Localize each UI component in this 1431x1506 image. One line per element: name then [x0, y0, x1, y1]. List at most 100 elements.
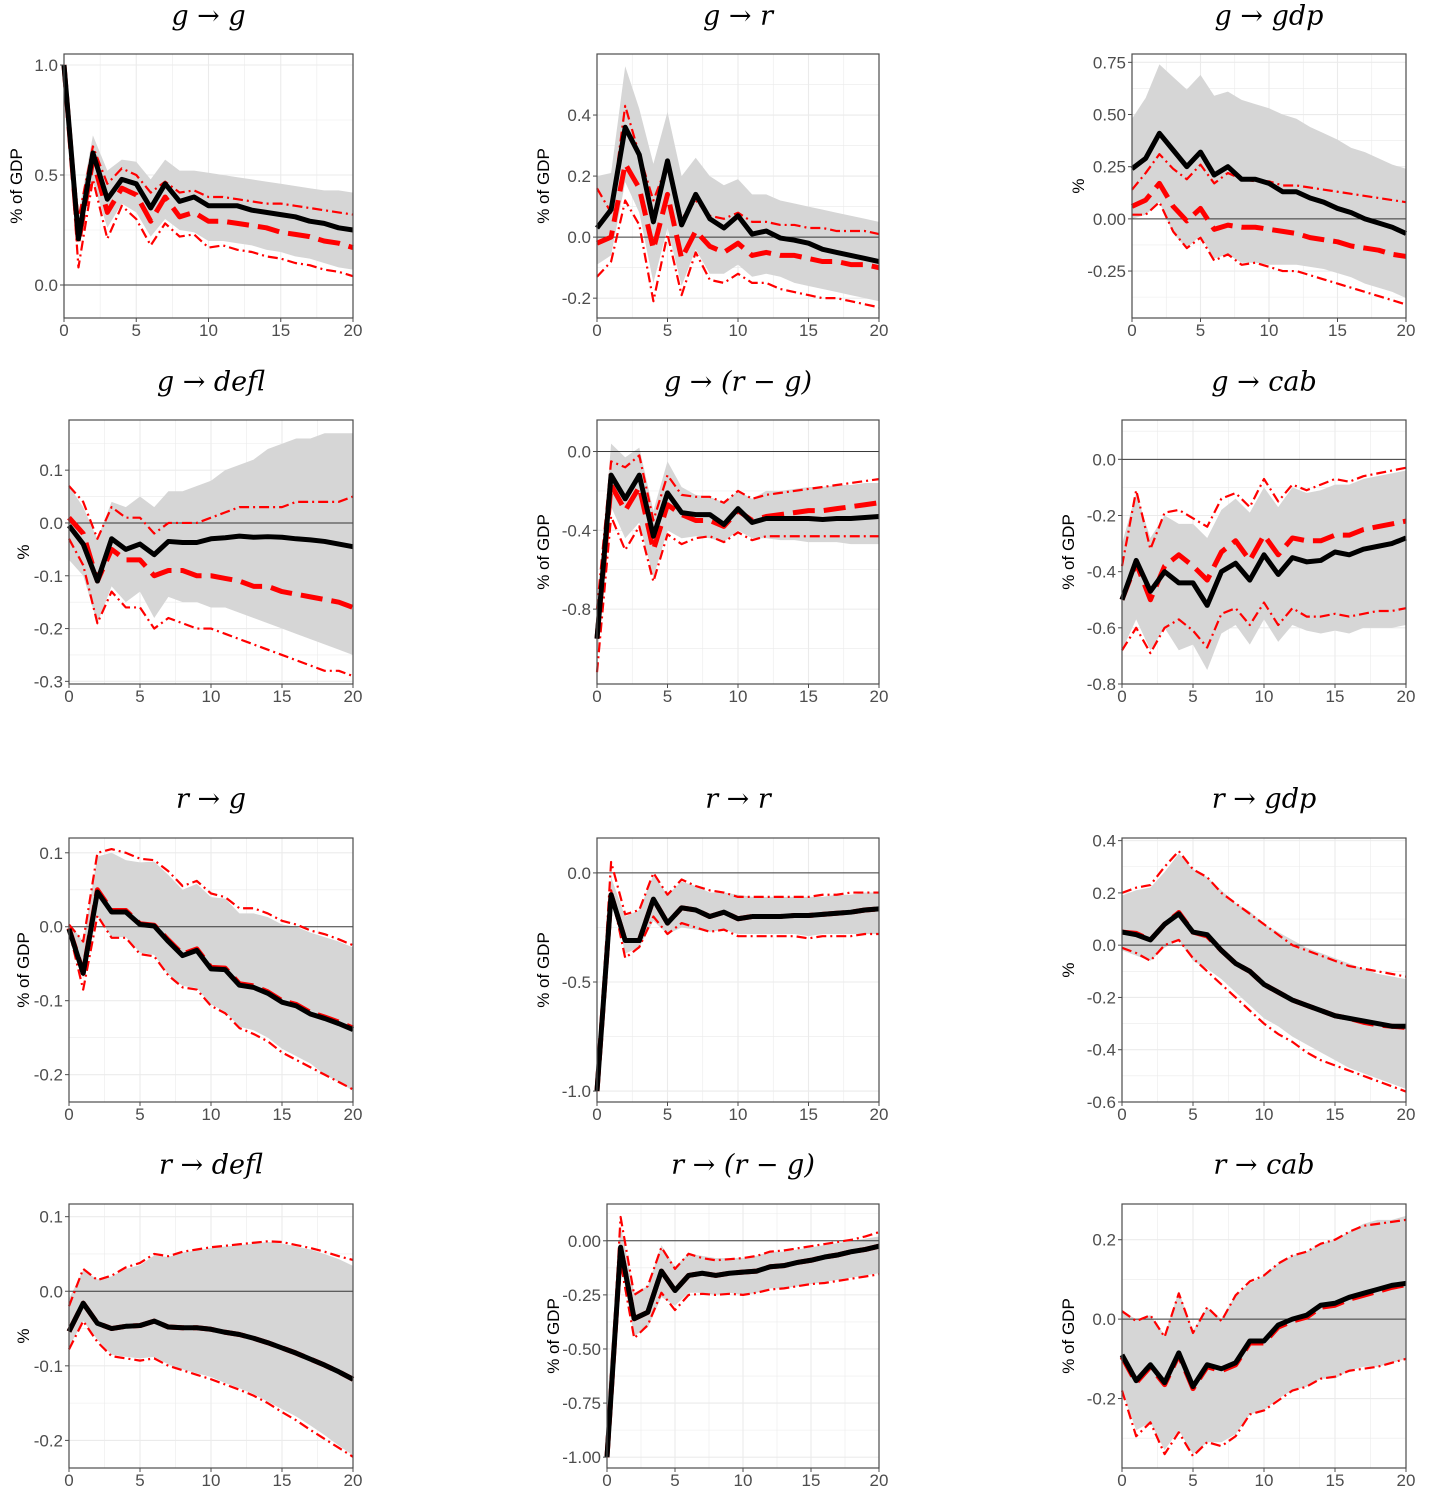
x-tick-label: 15: [799, 321, 818, 340]
x-tick-label: 0: [1127, 321, 1136, 340]
y-axis-label: % of GDP: [1059, 514, 1078, 590]
x-tick-label: 20: [870, 1471, 889, 1490]
y-tick-label: 0.0: [39, 514, 63, 533]
y-tick-label: -0.25: [562, 1286, 601, 1305]
y-tick-label: -0.2: [562, 289, 591, 308]
x-tick-label: 10: [734, 1471, 753, 1490]
x-tick-label: 0: [1117, 687, 1126, 706]
x-tick-label: 10: [1255, 687, 1274, 706]
alt-lower-band-line: [1132, 201, 1407, 306]
x-tick-label: 15: [1328, 321, 1347, 340]
alt-estimate-line: [67, 516, 354, 610]
alt-lower-band-line: [605, 1261, 880, 1458]
alt-upper-band-line: [595, 860, 879, 1092]
y-tick-label: 0.2: [567, 167, 591, 186]
x-tick-label: 5: [663, 687, 672, 706]
alt-lower-band-line: [67, 914, 354, 1091]
x-tick-label: 0: [592, 321, 601, 340]
x-tick-label: 10: [729, 321, 748, 340]
x-tick-label: 10: [202, 1471, 221, 1490]
alt-upper-band-line: [1121, 849, 1407, 978]
y-tick-label: 0.0: [39, 918, 63, 937]
y-tick-label: 0.75: [1093, 53, 1126, 72]
alt-estimate-line: [1130, 180, 1407, 259]
confidence-band: [607, 1225, 879, 1458]
alt-estimate-line: [1119, 518, 1407, 603]
panel-g-r: g → r 0 5 10 15 20 -0.2 0.0 0.2 0.4 % of GDP: [534, 1, 888, 341]
y-tick-label: 0.0: [1092, 450, 1116, 469]
y-tick-label: 1.0: [34, 56, 58, 75]
y-tick-label: 0.4: [567, 106, 591, 125]
y-tick-label: 0.50: [1093, 106, 1126, 125]
y-tick-label: 0.0: [567, 864, 591, 883]
x-tick-label: 0: [592, 687, 601, 706]
panel-title: r → (r − g): [671, 1150, 815, 1181]
y-tick-label: -0.2: [34, 620, 63, 639]
confidence-band: [597, 875, 879, 1092]
panel-g-cab: g → cab 0 5 10 15 20 -0.8 -0.6 -0.4 -0.2 0.0 % of G…: [1059, 367, 1415, 707]
y-tick-label: 0.25: [1093, 158, 1126, 177]
x-tick-label: 10: [729, 687, 748, 706]
confidence-band: [1122, 1215, 1406, 1455]
x-tick-label: 20: [344, 321, 363, 340]
x-tick-label: 5: [663, 1105, 672, 1124]
y-tick-label: -0.8: [562, 600, 591, 619]
x-tick-label: 15: [1326, 687, 1345, 706]
y-tick-label: -1.0: [562, 1082, 591, 1101]
y-axis-label: % of GDP: [7, 148, 26, 224]
y-tick-label: -0.1: [34, 992, 63, 1011]
estimate-line: [67, 524, 354, 584]
estimate-line: [61, 64, 354, 242]
x-tick-label: 10: [199, 321, 218, 340]
x-tick-label: 5: [670, 1471, 679, 1490]
panel-g-rg: g → (r − g) 0 5 10 15 20 -0.8 -0.4 0.0 % of GDP: [534, 367, 888, 707]
y-tick-label: -0.4: [1087, 563, 1116, 582]
panel-title: r → cab: [1213, 1150, 1314, 1181]
y-tick-label: -0.25: [1087, 262, 1126, 281]
alt-lower-band-line: [595, 515, 879, 673]
panel-title: g → gdp: [1215, 1, 1324, 32]
panel-title: g → (r − g): [664, 367, 812, 398]
estimate-line: [1130, 130, 1408, 236]
x-tick-label: 20: [1397, 1471, 1416, 1490]
x-tick-label: 5: [135, 687, 144, 706]
y-tick-label: 0.1: [39, 1208, 63, 1227]
x-tick-label: 15: [1326, 1105, 1345, 1124]
y-axis-label: %: [1069, 178, 1088, 193]
estimate-line: [1119, 535, 1407, 608]
y-axis-label: % of GDP: [14, 932, 33, 1008]
y-tick-label: -0.5: [562, 973, 591, 992]
y-tick-label: -0.2: [1087, 1390, 1116, 1409]
x-tick-label: 15: [1326, 1471, 1345, 1490]
x-tick-label: 0: [592, 1105, 601, 1124]
y-tick-label: -0.1: [34, 567, 63, 586]
x-tick-label: 5: [132, 321, 141, 340]
x-tick-label: 0: [602, 1471, 611, 1490]
panel-title: g → cab: [1211, 367, 1317, 398]
y-tick-label: -0.4: [1087, 1041, 1116, 1060]
alt-upper-band-line: [1120, 466, 1407, 567]
y-tick-label: -1.00: [562, 1448, 601, 1467]
panel-title: r → r: [705, 784, 773, 815]
x-tick-label: 20: [1397, 687, 1416, 706]
x-tick-label: 15: [799, 1105, 818, 1124]
y-axis-label: % of GDP: [1059, 1298, 1078, 1374]
x-tick-label: 0: [64, 1471, 73, 1490]
y-axis-label: % of GDP: [534, 932, 553, 1008]
panel-title: g → r: [703, 1, 775, 32]
panel-title: r → defl: [159, 1150, 263, 1181]
y-tick-label: 0.0: [567, 228, 591, 247]
estimate-line: [604, 1243, 880, 1458]
x-tick-label: 20: [344, 687, 363, 706]
x-tick-label: 15: [799, 687, 818, 706]
y-axis-label: %: [14, 544, 33, 559]
x-tick-label: 10: [1255, 1471, 1274, 1490]
y-tick-label: 0.2: [1092, 1231, 1116, 1250]
estimate-line: [595, 124, 880, 264]
x-tick-label: 0: [64, 687, 73, 706]
x-tick-label: 10: [202, 687, 221, 706]
panel-g-defl: g → defl 0 5 10 15 20 -0.3 -0.2 -0.1 0.0 0.1%: [14, 367, 362, 707]
y-tick-label: 0.0: [1092, 1310, 1116, 1329]
alt-lower-band-line: [596, 199, 880, 309]
x-tick-label: 10: [202, 1105, 221, 1124]
